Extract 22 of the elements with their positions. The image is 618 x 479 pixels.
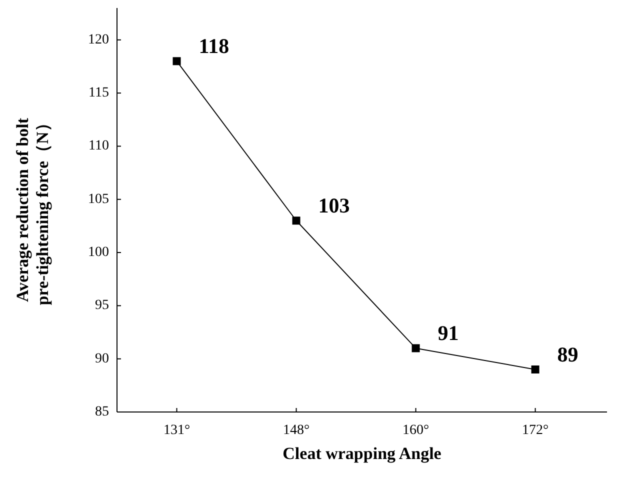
y-axis-title: Average reduction of bolt pre-tightening force（N）: [13, 114, 52, 306]
data-label: 103: [318, 194, 350, 218]
y-tick-label: 115: [88, 86, 109, 101]
data-label: 91: [438, 321, 459, 346]
y-tick-label: 95: [95, 298, 109, 314]
point: [292, 216, 300, 225]
x-axis-title: Cleat wrapping Angle: [282, 444, 442, 463]
y-tick-label: 100: [88, 245, 109, 260]
y-tick-label: 120: [88, 32, 109, 48]
data-label: 118: [198, 34, 230, 58]
y-tick-label: 90: [95, 351, 109, 366]
point: [531, 365, 540, 374]
data-label: 89: [557, 342, 578, 366]
x-tick-label: 172°: [522, 423, 549, 438]
y-tick-label: 85: [95, 404, 109, 420]
x-tick-label: 148°: [282, 423, 310, 438]
x-tick-label: 160°: [402, 423, 430, 438]
x-tick-label: 131°: [163, 423, 190, 438]
point: [172, 57, 181, 66]
point: [412, 344, 420, 352]
y-tick-label: 105: [88, 192, 109, 207]
y-tick-label: 110: [88, 138, 109, 154]
